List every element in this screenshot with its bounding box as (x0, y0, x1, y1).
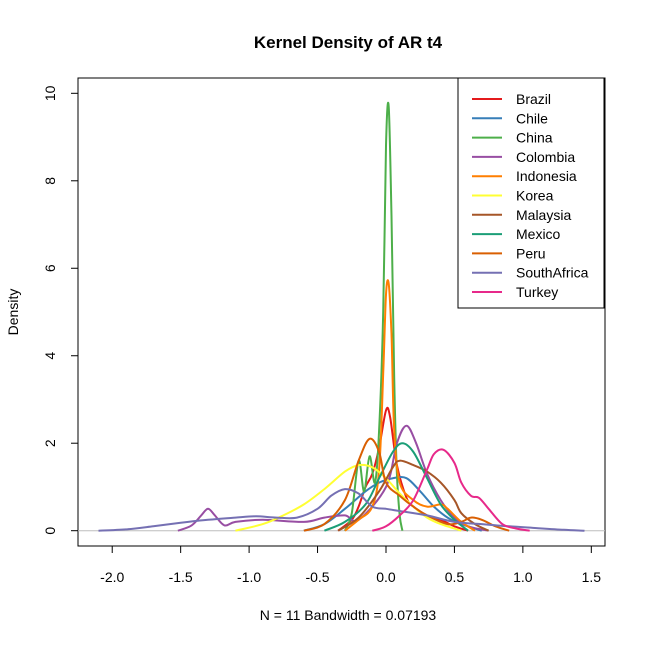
legend-label-southafrica: SouthAfrica (516, 265, 589, 281)
x-axis-label: N = 11 Bandwidth = 0.07193 (260, 607, 437, 623)
y-axis-label: Density (5, 289, 21, 336)
chart-title: Kernel Density of AR t4 (254, 33, 443, 52)
x-tick-label: -1.5 (169, 569, 193, 585)
legend-label-brazil: Brazil (516, 91, 551, 107)
y-tick-label: 10 (42, 85, 58, 101)
y-tick-label: 2 (42, 439, 58, 447)
legend-label-mexico: Mexico (516, 226, 561, 242)
legend-label-china: China (516, 130, 553, 146)
series-line-malaysia (337, 459, 490, 532)
y-tick-label: 8 (42, 177, 58, 185)
series-line-chile (303, 476, 483, 532)
legend-box (457, 77, 605, 309)
density-curves (98, 101, 585, 532)
y-tick-label: 6 (42, 264, 58, 272)
legend-label-chile: Chile (516, 110, 548, 126)
legend-label-turkey: Turkey (516, 284, 558, 300)
x-tick-label: 1.0 (513, 569, 533, 585)
y-tick-label: 0 (42, 527, 58, 535)
y-axis: 0 2 4 6 8 10 (42, 85, 78, 535)
legend-label-korea: Korea (516, 188, 554, 204)
x-tick-label: -2.0 (100, 569, 124, 585)
series-line-southafrica (98, 488, 585, 532)
legend-label-malaysia: Malaysia (516, 207, 571, 223)
legend: Brazil Chile China Colombia Indonesia Korea Ma… (457, 77, 605, 309)
series-line-peru (303, 437, 510, 532)
x-tick-label: -0.5 (305, 569, 329, 585)
series-line-turkey (372, 448, 530, 532)
series-line-colombia (177, 424, 489, 532)
legend-label-peru: Peru (516, 245, 546, 261)
series-line-china (343, 101, 404, 532)
x-tick-label: 1.5 (582, 569, 602, 585)
x-tick-label: 0.0 (376, 569, 396, 585)
series-line-indonesia (344, 279, 476, 532)
series-line-korea (235, 463, 462, 532)
plot-frame (77, 77, 606, 547)
legend-label-indonesia: Indonesia (516, 168, 577, 184)
series-line-mexico (323, 442, 469, 532)
x-tick-label: 0.5 (445, 569, 465, 585)
y-tick-label: 4 (42, 352, 58, 360)
legend-label-colombia: Colombia (516, 149, 575, 165)
x-axis: -2.0 -1.5 -1.0 -0.5 0.0 0.5 1.0 1.5 (100, 546, 601, 585)
x-tick-label: -1.0 (237, 569, 261, 585)
